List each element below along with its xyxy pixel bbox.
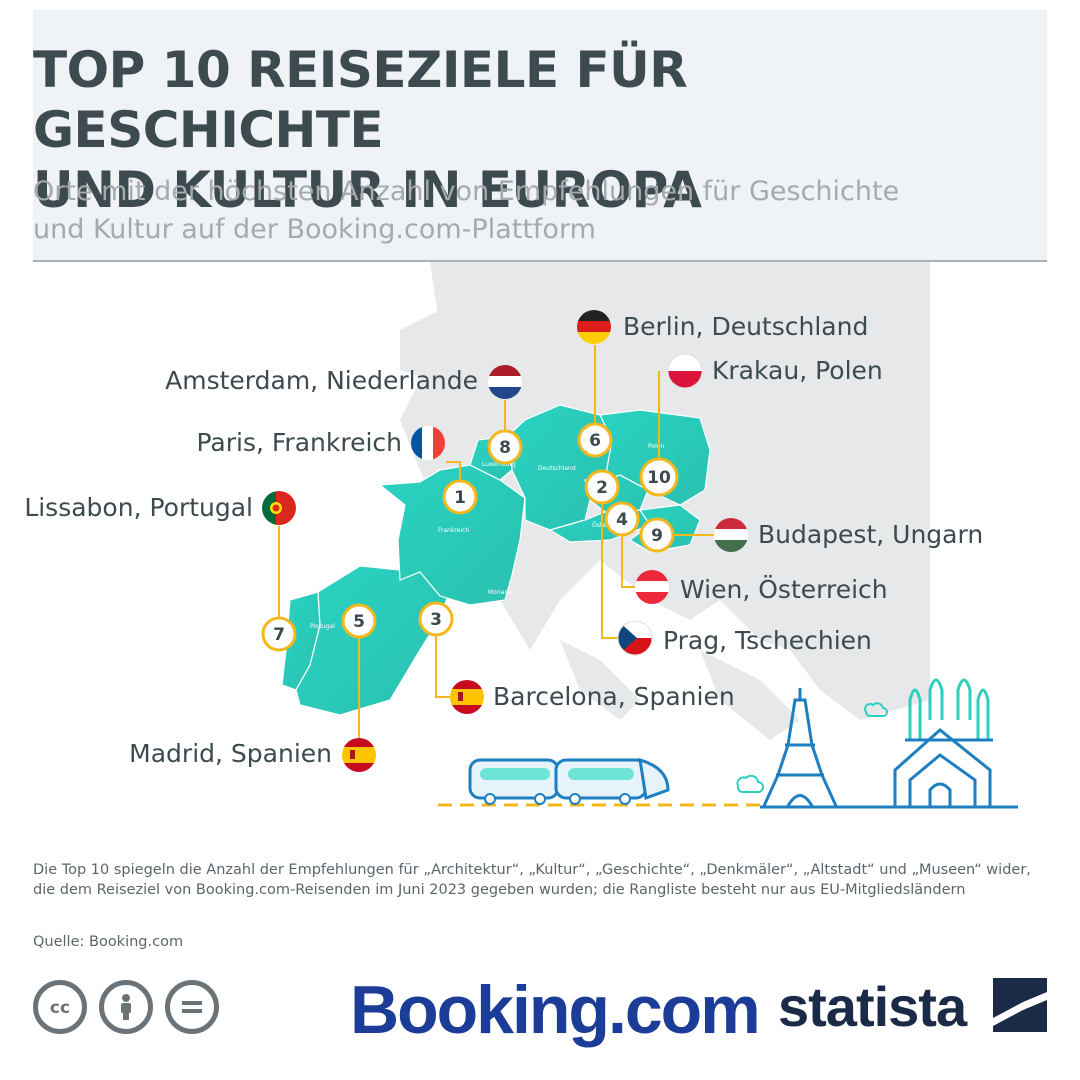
rank-marker-9: 9 (639, 517, 675, 553)
portugal-flag-icon (262, 491, 296, 525)
cloud-icon (736, 774, 764, 793)
europe-map: Frankreich Deutschland Polen Portugal Mo… (261, 262, 1018, 809)
title-line-1: TOP 10 REISEZIELE FÜR GESCHICHTE (33, 41, 688, 159)
destination-label-prag: Prag, Tschechien (663, 626, 872, 655)
france-shape (378, 464, 526, 606)
spain-flag-icon (450, 680, 484, 714)
germany-flag-icon (577, 310, 611, 344)
rank-marker-7: 7 (261, 616, 297, 652)
rank-marker-10: 10 (639, 457, 679, 497)
france-flag-icon (411, 426, 445, 460)
destination-label-berlin: Berlin, Deutschland (623, 312, 869, 341)
rank-marker-3: 3 (418, 601, 454, 637)
connector-barcelona (435, 619, 450, 698)
subtitle-line-2: und Kultur auf der Booking.com-Plattform (33, 214, 596, 245)
rank-number: 1 (454, 488, 466, 508)
statista-mark-icon (993, 978, 1047, 1032)
rank-marker-2: 2 (584, 469, 620, 505)
rank-number: 5 (353, 612, 365, 632)
rank-marker-4: 4 (604, 501, 640, 537)
no-derivatives-icon[interactable] (165, 980, 219, 1034)
source-note: Quelle: Booking.com (33, 934, 184, 950)
rank-number: 3 (430, 610, 442, 630)
spain-flag-icon (342, 738, 376, 772)
svg-text:cc: cc (50, 998, 70, 1018)
cc-icon[interactable]: cc (33, 980, 87, 1034)
rank-number: 4 (616, 510, 628, 530)
attribution-icon[interactable] (99, 980, 153, 1034)
destination-label-barcelona: Barcelona, Spanien (493, 682, 735, 711)
map-label-monaco: Monaco (488, 589, 512, 596)
title-line-2: UND KULTUR IN EUROPA (33, 161, 702, 219)
rank-number: 9 (651, 526, 663, 546)
hungary-flag-icon (714, 518, 748, 552)
map-label-polen: Polen (648, 443, 664, 450)
cloud-icon (864, 702, 888, 717)
connector-prag (601, 487, 618, 639)
rank-marker-5: 5 (341, 603, 377, 639)
rank-number: 10 (647, 468, 671, 488)
poland-flag-icon (667, 353, 703, 389)
destination-label-budapest: Budapest, Ungarn (758, 520, 984, 549)
train-icon (438, 757, 760, 807)
rank-number: 8 (499, 438, 511, 458)
connector-wien (621, 519, 636, 588)
destination-label-amsterdam: Amsterdam, Niederlande (165, 366, 478, 395)
header-panel (33, 10, 1047, 262)
austria-flag-icon (635, 570, 669, 604)
eiffel-tower-icon (762, 688, 838, 807)
subtitle-line-1: Orte mit der höchsten Anzahl von Empfehl… (33, 176, 900, 207)
destination-label-krakau: Krakau, Polen (712, 356, 883, 385)
statista-logo: statista (778, 975, 967, 1038)
destination-label-paris: Paris, Frankreich (196, 428, 402, 457)
destination-label-lissabon: Lissabon, Portugal (24, 493, 253, 522)
rank-number: 6 (589, 431, 601, 451)
footnote: Die Top 10 spiegeln die Anzahl der Empfe… (33, 862, 1031, 898)
spain-shape (295, 565, 451, 716)
sagrada-familia-icon (893, 678, 993, 806)
map-label-frankreich: Frankreich (438, 527, 469, 534)
destination-label-madrid: Madrid, Spanien (129, 739, 332, 768)
rank-marker-6: 6 (577, 422, 613, 458)
map-label-luxemburg: Luxemburg (482, 461, 516, 468)
map-label-deutschland: Deutschland (538, 465, 576, 472)
page-title: TOP 10 REISEZIELE FÜR GESCHICHTE UND KUL… (33, 40, 1033, 220)
rank-number: 7 (273, 625, 285, 645)
netherlands-flag-icon (488, 365, 522, 399)
page-subtitle: Orte mit der höchsten Anzahl von Empfehl… (33, 173, 1033, 249)
rank-marker-1: 1 (442, 479, 478, 515)
destination-label-wien: Wien, Österreich (680, 575, 888, 604)
rank-marker-8: 8 (487, 429, 523, 465)
booking-logo: Booking.com (350, 972, 761, 1048)
map-label-portugal: Portugal (310, 623, 335, 630)
czechia-flag-icon (617, 620, 653, 656)
rank-number: 2 (596, 478, 608, 498)
license-icons: cc (33, 980, 219, 1034)
